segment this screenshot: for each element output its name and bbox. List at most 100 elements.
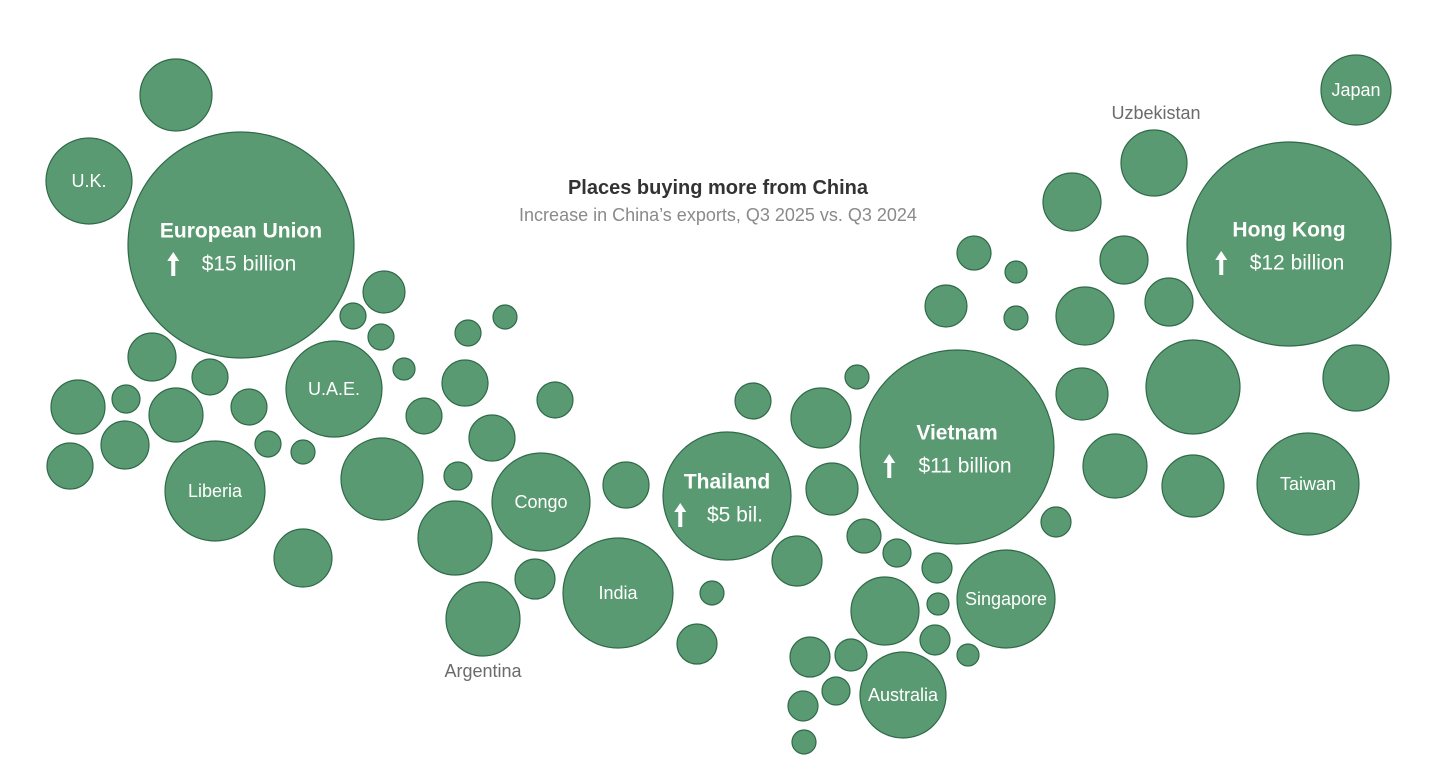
- bubble-label-u-a-e: U.A.E.: [308, 379, 360, 399]
- bubble-unlabeled-19: [492, 304, 518, 330]
- bubble-unlabeled-48: [956, 235, 992, 271]
- bubble-unlabeled-22: [468, 414, 516, 462]
- bubble-unlabeled-6: [191, 358, 229, 396]
- bubble-taiwan: [1256, 432, 1360, 536]
- bubble-unlabeled-24: [417, 500, 493, 576]
- labels-layer: European Union $15 billion Hong Kong $12 bi…: [71, 80, 1380, 705]
- bubble-unlabeled-30: [844, 364, 870, 390]
- bubble-india: [562, 537, 674, 649]
- bubble-congo: [491, 452, 591, 552]
- chart-title: Places buying more from China: [568, 177, 869, 199]
- bubble-unlabeled-20: [441, 359, 489, 407]
- bubble-hong-kong: [1186, 141, 1392, 347]
- bubble-argentina: [445, 581, 521, 657]
- bubble-unlabeled-1: [139, 58, 213, 132]
- bubble-unlabeled-15: [392, 357, 416, 381]
- bubble-unlabeled-9: [46, 442, 94, 490]
- bubble-unlabeled-37: [921, 552, 953, 584]
- bubble-unlabeled-26: [536, 381, 574, 419]
- bubble-unlabeled-34: [676, 623, 718, 665]
- bubble-unlabeled-57: [1145, 339, 1241, 435]
- bubble-unlabeled-18: [454, 319, 482, 347]
- bubble-singapore: [956, 549, 1056, 649]
- bubble-unlabeled-45: [787, 690, 819, 722]
- bubble-unlabeled-4: [111, 384, 141, 414]
- bubble-label-u-k: U.K.: [71, 171, 106, 191]
- bubble-australia: [859, 651, 947, 739]
- bubble-unlabeled-17: [273, 528, 333, 588]
- bubble-unlabeled-60: [1322, 344, 1390, 412]
- bubble-label-singapore: Singapore: [965, 589, 1047, 609]
- bubble-label-argentina: Argentina: [444, 661, 522, 681]
- bubble-thailand: [662, 431, 792, 561]
- bubble-european-union: [127, 131, 355, 359]
- bubble-unlabeled-12: [362, 270, 406, 314]
- bubble-unlabeled-41: [956, 643, 980, 667]
- bubble-unlabeled-21: [405, 397, 443, 435]
- up-arrow-icon: [674, 503, 687, 527]
- bubble-unlabeled-44: [821, 676, 851, 706]
- bubble-u-k: [45, 137, 133, 225]
- bubble-unlabeled-50: [924, 284, 968, 328]
- bubble-unlabeled-40: [919, 624, 951, 656]
- bubble-label-thailand: Thailand: [684, 471, 770, 494]
- bubble-unlabeled-32: [771, 535, 823, 587]
- bubble-vietnam: [859, 349, 1055, 545]
- up-arrow-icon: [883, 454, 896, 478]
- up-arrow-icon: [167, 252, 180, 276]
- bubble-unlabeled-7: [230, 388, 268, 426]
- bubble-unlabeled-52: [1042, 172, 1102, 232]
- bubble-label-australia: Australia: [868, 685, 939, 705]
- bubble-unlabeled-54: [1144, 277, 1194, 327]
- bubble-unlabeled-59: [1161, 454, 1225, 518]
- bubble-unlabeled-5: [148, 387, 204, 443]
- bubble-unlabeled-2: [127, 332, 177, 382]
- bubble-unlabeled-25: [514, 558, 556, 600]
- bubble-unlabeled-42: [789, 636, 831, 678]
- bubble-unlabeled-23: [443, 461, 473, 491]
- bubble-unlabeled-55: [1055, 286, 1115, 346]
- bubble-uzbekistan: [1120, 129, 1188, 197]
- bubble-unlabeled-13: [339, 302, 367, 330]
- bubble-unlabeled-51: [1003, 305, 1029, 331]
- bubble-unlabeled-39: [850, 576, 920, 646]
- up-arrow-icon: [1215, 251, 1228, 275]
- bubble-unlabeled-35: [846, 518, 882, 554]
- bubble-japan: [1320, 54, 1392, 126]
- bubble-unlabeled-43: [834, 638, 868, 672]
- bubbles-layer: [45, 54, 1392, 755]
- bubble-unlabeled-36: [882, 538, 912, 568]
- bubble-unlabeled-11: [290, 439, 316, 465]
- bubble-label-liberia: Liberia: [188, 481, 243, 501]
- bubble-label-taiwan: Taiwan: [1280, 474, 1336, 494]
- bubble-unlabeled-56: [1055, 367, 1109, 421]
- bubble-unlabeled-27: [602, 461, 650, 509]
- bubble-unlabeled-49: [1004, 260, 1028, 284]
- bubble-label-hong-kong: Hong Kong: [1232, 219, 1345, 242]
- chart-subtitle: Increase in China’s exports, Q3 2025 vs.…: [519, 205, 917, 225]
- bubble-label-vietnam: Vietnam: [916, 422, 997, 445]
- bubble-unlabeled-29: [790, 387, 852, 449]
- bubble-unlabeled-58: [1082, 433, 1148, 499]
- bubble-value-hong-kong: $12 billion: [1250, 252, 1345, 275]
- bubble-value-vietnam: $11 billion: [918, 455, 1011, 478]
- bubble-label-india: India: [598, 583, 638, 603]
- bubble-label-congo: Congo: [514, 492, 567, 512]
- bubble-liberia: [164, 440, 266, 542]
- bubble-u-a-e: [285, 340, 383, 438]
- bubble-unlabeled-33: [699, 580, 725, 606]
- bubble-value-european-union: $15 billion: [202, 253, 297, 276]
- bubble-value-thailand: $5 bil.: [707, 504, 763, 527]
- bubble-unlabeled-53: [1099, 235, 1149, 285]
- bubble-label-japan: Japan: [1331, 80, 1380, 100]
- bubble-unlabeled-28: [734, 382, 772, 420]
- bubble-label-european-union: European Union: [160, 220, 322, 243]
- bubble-unlabeled-31: [805, 462, 859, 516]
- bubble-unlabeled-10: [254, 430, 282, 458]
- bubble-unlabeled-16: [340, 437, 424, 521]
- bubble-unlabeled-3: [50, 379, 106, 435]
- bubble-label-uzbekistan: Uzbekistan: [1111, 103, 1200, 123]
- bubble-unlabeled-38: [926, 592, 950, 616]
- bubble-unlabeled-14: [367, 323, 395, 351]
